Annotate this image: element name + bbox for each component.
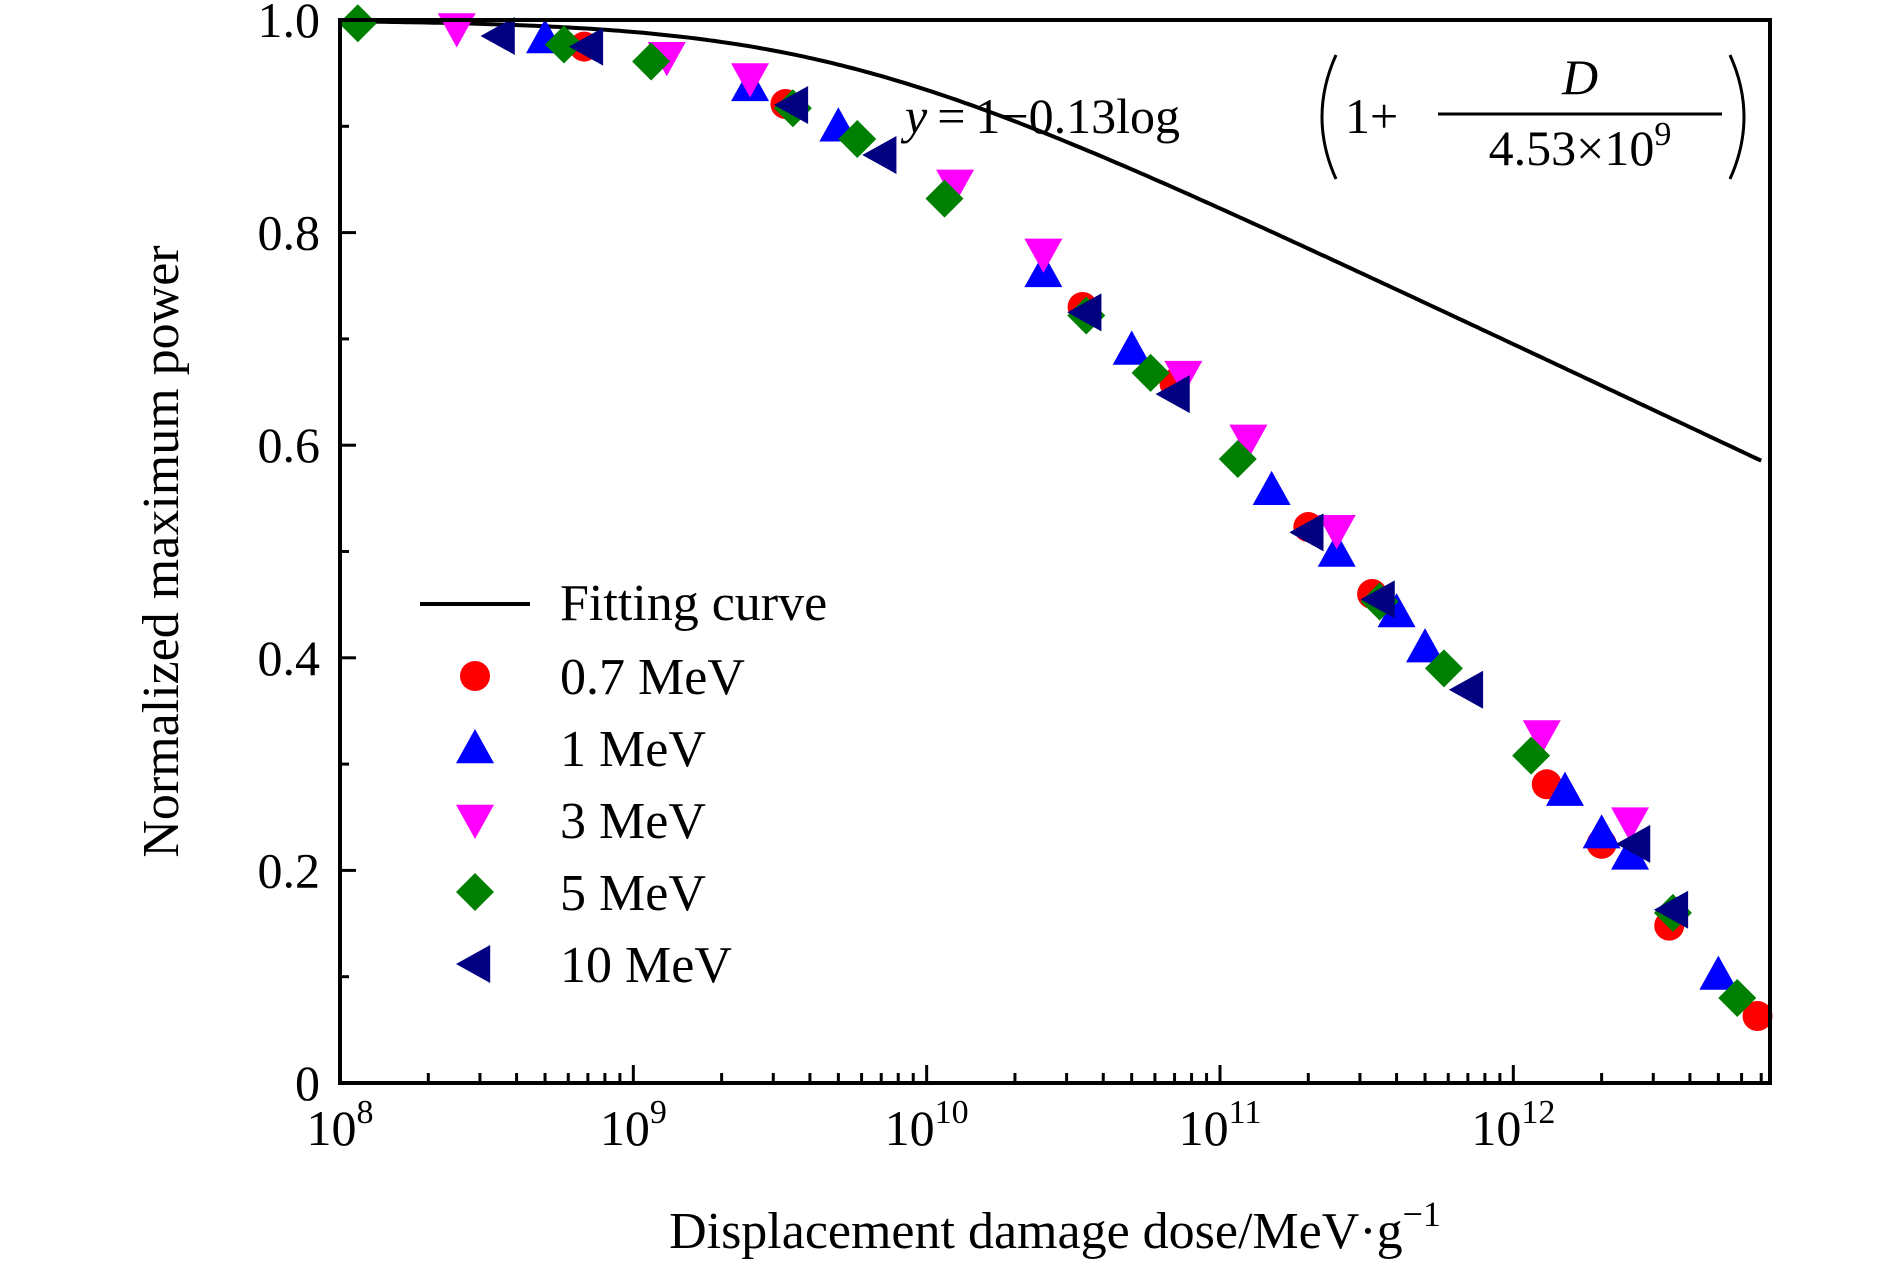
x-tick-base: 10 — [1179, 1100, 1229, 1156]
series-triangle-left — [480, 16, 1689, 929]
data-point — [862, 136, 897, 175]
fit-equation: y = 1−0.13log 1+ D 4.53×109 — [900, 49, 1746, 180]
legend-fit-label: Fitting curve — [560, 575, 827, 632]
equation-prefix: 1−0.13log — [975, 88, 1180, 144]
x-tick-label: 108 — [307, 1094, 374, 1156]
data-point — [838, 120, 877, 159]
data-point — [1289, 513, 1324, 552]
legend-label: 1 MeV — [560, 721, 706, 778]
data-point — [1252, 470, 1291, 506]
x-tick-exponent: 8 — [357, 1094, 374, 1131]
y-tick-label: 0.4 — [258, 630, 321, 686]
x-tick-exponent: 12 — [1521, 1094, 1555, 1131]
curve-layer — [339, 19, 1763, 463]
legend-label: 0.7 MeV — [560, 649, 745, 706]
x-axis-title: Displacement damage dose/MeV·g−1 — [669, 1194, 1441, 1260]
series-circle — [569, 31, 1773, 1032]
x-tick-base: 10 — [600, 1100, 650, 1156]
legend-label: 10 MeV — [560, 937, 732, 994]
data-point — [936, 169, 975, 204]
data-point — [338, 4, 377, 43]
data-point — [1512, 736, 1551, 775]
legend-label: 3 MeV — [560, 793, 706, 850]
equation-lhs: y — [900, 88, 928, 144]
legend-marker — [460, 661, 490, 691]
data-point — [1582, 814, 1621, 849]
x-tick-label: 1012 — [1471, 1094, 1555, 1156]
data-point — [1317, 532, 1356, 567]
legend: Fitting curve 0.7 MeV 1 MeV 3 MeV 5 MeV 10 M… — [420, 575, 827, 994]
data-point — [1699, 955, 1738, 990]
x-tick-label: 109 — [600, 1094, 667, 1156]
y-tick-label: 0 — [295, 1055, 320, 1111]
data-point — [1024, 238, 1063, 273]
data-point — [925, 179, 964, 218]
equation-numerator: D — [1561, 49, 1598, 105]
legend-marker — [456, 804, 494, 839]
equation-right-paren — [1728, 54, 1746, 180]
data-point — [1653, 890, 1689, 929]
data-point — [1112, 330, 1151, 365]
equation-denominator-text: 4.53×109 — [1489, 116, 1672, 176]
data-point — [1522, 720, 1561, 755]
legend-marker — [456, 729, 494, 764]
data-point — [1164, 360, 1203, 396]
plot-frame — [338, 18, 1772, 1085]
equation-equals: = — [937, 88, 965, 144]
x-tick-base: 10 — [1471, 1100, 1521, 1156]
x-tick-exponent: 9 — [650, 1094, 667, 1131]
data-point — [1718, 978, 1757, 1017]
x-axis-title-exponent: −1 — [1403, 1194, 1441, 1234]
y-tick-label: 0.8 — [258, 205, 321, 261]
y-axis-title: Normalized maximum power — [133, 245, 190, 857]
series-triangle-up — [526, 19, 1738, 990]
data-point — [1229, 424, 1268, 459]
data-point — [480, 16, 515, 55]
legend-series: 0.7 MeV 1 MeV 3 MeV 5 MeV 10 MeV — [456, 649, 745, 994]
data-point — [1742, 1001, 1773, 1032]
data-point — [1131, 353, 1170, 392]
data-point — [544, 25, 583, 64]
legend-marker — [456, 945, 491, 983]
data-point — [632, 42, 671, 81]
x-tick-label: 1010 — [885, 1094, 969, 1156]
equation-denominator: 4.53×10 — [1489, 120, 1655, 176]
data-point — [1317, 515, 1356, 550]
data-point — [1424, 649, 1463, 688]
data-point — [1616, 824, 1651, 863]
legend-marker — [456, 873, 494, 911]
data-point — [568, 27, 604, 66]
data-point — [1360, 580, 1395, 619]
y-tick-label: 1.0 — [258, 0, 321, 48]
data-point — [1448, 670, 1484, 709]
points-layer — [338, 4, 1773, 1032]
data-point — [1406, 628, 1445, 663]
x-tick-base: 10 — [307, 1100, 357, 1156]
data-point — [1545, 771, 1584, 806]
data-point — [773, 86, 809, 125]
y-tick-label: 0.2 — [258, 842, 321, 898]
equation-numerator-prefix: 1+ — [1345, 88, 1398, 144]
fitting-curve — [339, 19, 1763, 463]
data-point — [1067, 293, 1102, 332]
equation-left-paren — [1320, 54, 1338, 180]
equation-lhs-text: y = 1−0.13log — [900, 88, 1180, 144]
data-point — [1611, 807, 1650, 842]
legend-label: 5 MeV — [560, 865, 706, 922]
equation-denominator-exponent: 9 — [1654, 116, 1671, 153]
x-tick-exponent: 10 — [935, 1094, 969, 1131]
y-tick-label: 0.6 — [258, 417, 321, 473]
data-point — [731, 63, 770, 98]
data-point — [1218, 440, 1257, 479]
data-point — [1377, 593, 1416, 628]
x-axis-title-main: Displacement damage dose/MeV·g — [669, 1203, 1403, 1260]
data-point — [1155, 375, 1190, 414]
data-point — [1611, 835, 1650, 870]
x-tick-label: 1011 — [1179, 1094, 1262, 1156]
x-tick-exponent: 11 — [1229, 1094, 1262, 1131]
x-tick-base: 10 — [885, 1100, 935, 1156]
